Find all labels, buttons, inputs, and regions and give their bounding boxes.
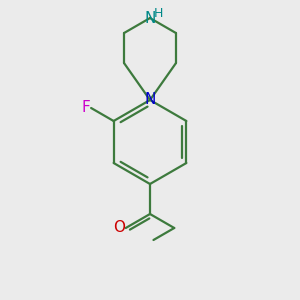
Text: N: N: [144, 92, 156, 107]
Text: H: H: [153, 7, 163, 20]
Text: O: O: [113, 220, 125, 236]
Text: F: F: [82, 100, 91, 116]
Text: N: N: [144, 11, 156, 26]
